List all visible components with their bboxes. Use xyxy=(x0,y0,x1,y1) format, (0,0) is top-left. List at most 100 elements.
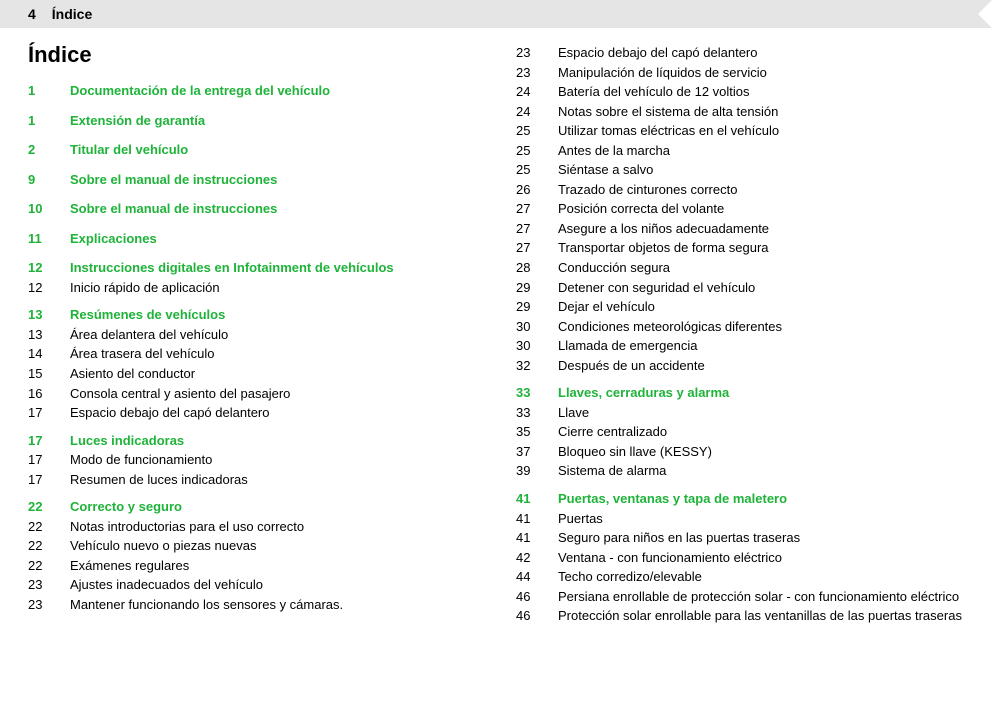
toc-entry[interactable]: 23Mantener funcionando los sensores y cá… xyxy=(28,596,476,614)
toc-entry[interactable]: 24Batería del vehículo de 12 voltios xyxy=(516,83,964,101)
toc-text: Mantener funcionando los sensores y cáma… xyxy=(70,596,476,614)
toc-entry[interactable]: 28Conducción segura xyxy=(516,259,964,277)
toc-text: Sistema de alarma xyxy=(558,462,964,480)
toc-entry[interactable]: 27Transportar objetos de forma segura xyxy=(516,239,964,257)
toc-section[interactable]: 41Puertas, ventanas y tapa de maletero xyxy=(516,490,964,508)
toc-entry[interactable]: 25Utilizar tomas eléctricas en el vehícu… xyxy=(516,122,964,140)
toc-page-number: 17 xyxy=(28,471,70,489)
main-title: Índice xyxy=(28,42,476,68)
toc-entry[interactable]: 29Dejar el vehículo xyxy=(516,298,964,316)
toc-text: Extensión de garantía xyxy=(70,112,476,130)
toc-text: Asiento del conductor xyxy=(70,365,476,383)
toc-entry[interactable]: 22Vehículo nuevo o piezas nuevas xyxy=(28,537,476,555)
toc-text: Antes de la marcha xyxy=(558,142,964,160)
toc-entry[interactable]: 22Exámenes regulares xyxy=(28,557,476,575)
toc-entry[interactable]: 15Asiento del conductor xyxy=(28,365,476,383)
toc-entry[interactable]: 29Detener con seguridad el vehículo xyxy=(516,279,964,297)
toc-right: 23Espacio debajo del capó delantero 23Man… xyxy=(516,44,964,625)
toc-entry[interactable]: 17Espacio debajo del capó delantero xyxy=(28,404,476,422)
toc-entry[interactable]: 30Condiciones meteorológicas diferentes xyxy=(516,318,964,336)
toc-page-number: 41 xyxy=(516,529,558,547)
toc-section[interactable]: 12Instrucciones digitales en Infotainmen… xyxy=(28,259,476,277)
toc-page-number: 25 xyxy=(516,142,558,160)
toc-entry[interactable]: 16Consola central y asiento del pasajero xyxy=(28,385,476,403)
toc-text: Protección solar enrollable para las ven… xyxy=(558,607,964,625)
toc-entry[interactable]: 24Notas sobre el sistema de alta tensión xyxy=(516,103,964,121)
toc-page-number: 22 xyxy=(28,557,70,575)
toc-entry[interactable]: 25Siéntase a salvo xyxy=(516,161,964,179)
toc-entry[interactable]: 39Sistema de alarma xyxy=(516,462,964,480)
toc-text: Sobre el manual de instrucciones xyxy=(70,171,476,189)
toc-entry[interactable]: 27Posición correcta del volante xyxy=(516,200,964,218)
header-page-number: 4 xyxy=(28,6,36,22)
toc-entry[interactable]: 30Llamada de emergencia xyxy=(516,337,964,355)
toc-section[interactable]: 33Llaves, cerraduras y alarma xyxy=(516,384,964,402)
toc-entry[interactable]: 17Modo de funcionamiento xyxy=(28,451,476,469)
toc-section[interactable]: 1Documentación de la entrega del vehícul… xyxy=(28,82,476,100)
toc-entry[interactable]: 27Asegure a los niños adecuadamente xyxy=(516,220,964,238)
toc-text: Vehículo nuevo o piezas nuevas xyxy=(70,537,476,555)
toc-entry[interactable]: 23Ajustes inadecuados del vehículo xyxy=(28,576,476,594)
toc-page-number: 23 xyxy=(516,64,558,82)
toc-page-number: 2 xyxy=(28,141,70,159)
toc-section[interactable]: 13Resúmenes de vehículos xyxy=(28,306,476,324)
toc-section[interactable]: 1Extensión de garantía xyxy=(28,112,476,130)
toc-text: Manipulación de líquidos de servicio xyxy=(558,64,964,82)
toc-text: Bloqueo sin llave (KESSY) xyxy=(558,443,964,461)
toc-page-number: 27 xyxy=(516,220,558,238)
toc-entry[interactable]: 13Área delantera del vehículo xyxy=(28,326,476,344)
toc-text: Posición correcta del volante xyxy=(558,200,964,218)
toc-page-number: 35 xyxy=(516,423,558,441)
toc-entry[interactable]: 25Antes de la marcha xyxy=(516,142,964,160)
toc-entry[interactable]: 26Trazado de cinturones correcto xyxy=(516,181,964,199)
toc-text: Área delantera del vehículo xyxy=(70,326,476,344)
toc-page-number: 9 xyxy=(28,171,70,189)
toc-section[interactable]: 9Sobre el manual de instrucciones xyxy=(28,171,476,189)
toc-page-number: 13 xyxy=(28,306,70,324)
toc-text: Después de un accidente xyxy=(558,357,964,375)
toc-text: Transportar objetos de forma segura xyxy=(558,239,964,257)
toc-entry[interactable]: 23Espacio debajo del capó delantero xyxy=(516,44,964,62)
toc-text: Titular del vehículo xyxy=(70,141,476,159)
toc-text: Seguro para niños en las puertas trasera… xyxy=(558,529,964,547)
toc-entry[interactable]: 22Notas introductorias para el uso corre… xyxy=(28,518,476,536)
toc-text: Persiana enrollable de protección solar … xyxy=(558,588,964,606)
toc-entry[interactable]: 41Seguro para niños en las puertas trase… xyxy=(516,529,964,547)
toc-section[interactable]: 17Luces indicadoras xyxy=(28,432,476,450)
toc-text: Luces indicadoras xyxy=(70,432,476,450)
toc-entry[interactable]: 17Resumen de luces indicadoras xyxy=(28,471,476,489)
toc-text: Instrucciones digitales en Infotainment … xyxy=(70,259,476,277)
toc-entry[interactable]: 41Puertas xyxy=(516,510,964,528)
toc-entry[interactable]: 46Persiana enrollable de protección sola… xyxy=(516,588,964,606)
toc-entry[interactable]: 37Bloqueo sin llave (KESSY) xyxy=(516,443,964,461)
toc-section[interactable]: 22Correcto y seguro xyxy=(28,498,476,516)
toc-text: Condiciones meteorológicas diferentes xyxy=(558,318,964,336)
toc-page-number: 46 xyxy=(516,607,558,625)
toc-entry[interactable]: 46Protección solar enrollable para las v… xyxy=(516,607,964,625)
toc-text: Explicaciones xyxy=(70,230,476,248)
toc-text: Techo corredizo/elevable xyxy=(558,568,964,586)
toc-page-number: 33 xyxy=(516,384,558,402)
toc-entry[interactable]: 14Área trasera del vehículo xyxy=(28,345,476,363)
toc-entry[interactable]: 33Llave xyxy=(516,404,964,422)
toc-page-number: 22 xyxy=(28,537,70,555)
toc-section[interactable]: 11Explicaciones xyxy=(28,230,476,248)
toc-text: Llamada de emergencia xyxy=(558,337,964,355)
toc-text: Consola central y asiento del pasajero xyxy=(70,385,476,403)
toc-text: Ajustes inadecuados del vehículo xyxy=(70,576,476,594)
toc-section[interactable]: 2Titular del vehículo xyxy=(28,141,476,159)
toc-entry[interactable]: 42Ventana - con funcionamiento eléctrico xyxy=(516,549,964,567)
toc-page-number: 32 xyxy=(516,357,558,375)
toc-entry[interactable]: 32Después de un accidente xyxy=(516,357,964,375)
toc-entry[interactable]: 44Techo corredizo/elevable xyxy=(516,568,964,586)
toc-entry[interactable]: 12Inicio rápido de aplicación xyxy=(28,279,476,297)
toc-section[interactable]: 10Sobre el manual de instrucciones xyxy=(28,200,476,218)
toc-entry[interactable]: 35Cierre centralizado xyxy=(516,423,964,441)
toc-text: Área trasera del vehículo xyxy=(70,345,476,363)
toc-page-number: 12 xyxy=(28,279,70,297)
toc-entry[interactable]: 23Manipulación de líquidos de servicio xyxy=(516,64,964,82)
toc-text: Puertas, ventanas y tapa de maletero xyxy=(558,490,964,508)
toc-page-number: 16 xyxy=(28,385,70,403)
content: Índice 1Documentación de la entrega del … xyxy=(0,28,992,645)
toc-page-number: 24 xyxy=(516,103,558,121)
